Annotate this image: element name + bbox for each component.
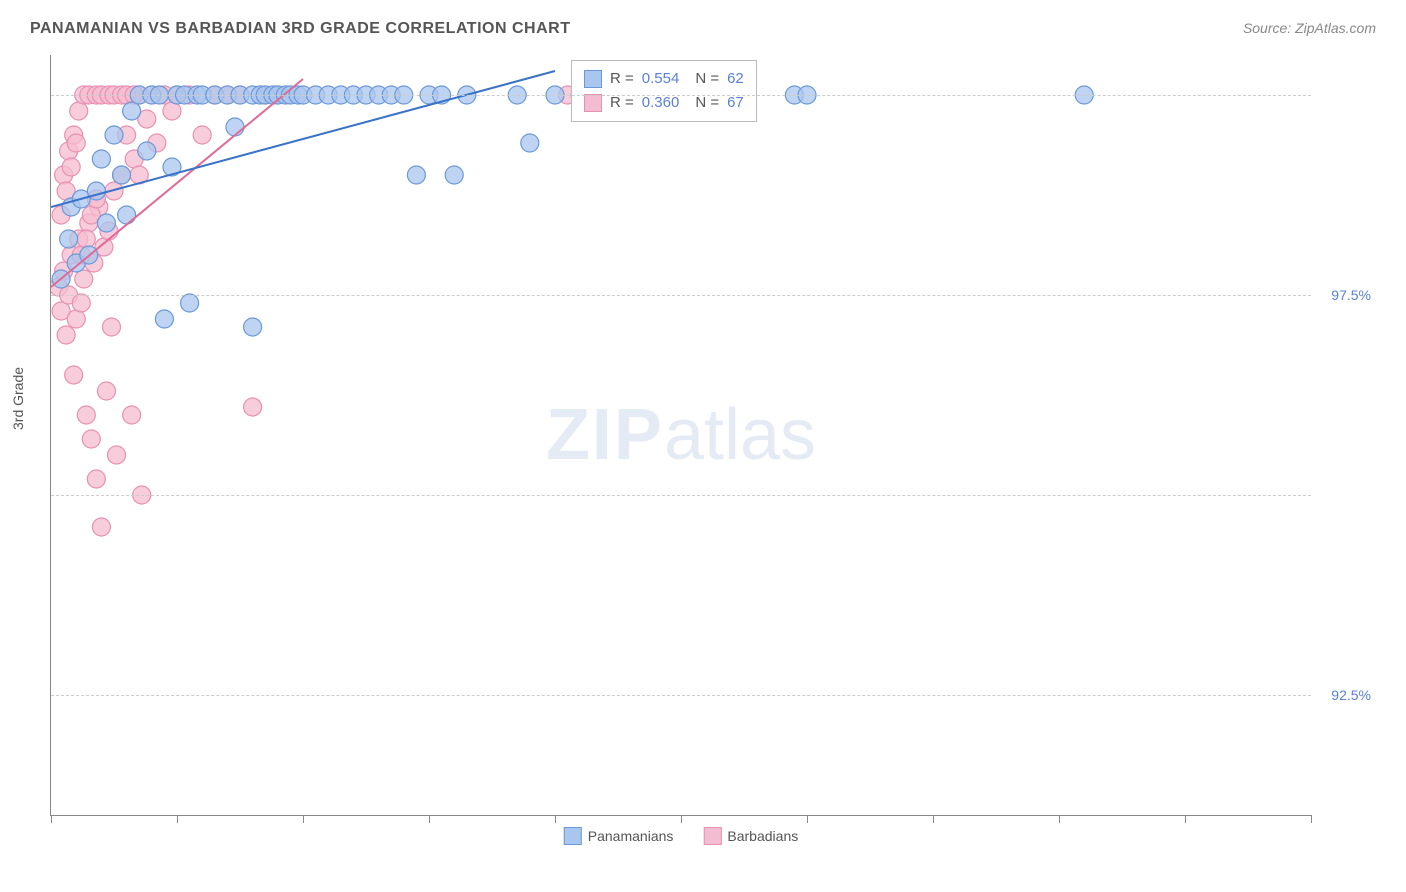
legend-swatch [703,827,721,845]
stats-r-label-0: R = [610,67,634,91]
watermark: ZIPatlas [546,394,816,476]
legend-label: Panamanians [588,828,674,844]
legend-swatch [564,827,582,845]
plot-area: ZIPatlas R = 0.554 N = 62 R = 0.360 N = … [50,55,1311,816]
stats-r-value-0: 0.554 [642,67,680,91]
svg-layer [51,55,1311,815]
stats-n-value-0: 62 [727,67,744,91]
legend-label: Barbadians [727,828,798,844]
watermark-zip: ZIP [546,395,664,475]
y-tick-label: 97.5% [1331,287,1371,303]
stats-row-0: R = 0.554 N = 62 [584,67,744,91]
legend-item: Barbadians [703,827,798,845]
watermark-atlas: atlas [664,395,816,475]
legend-bottom: Panamanians Barbadians [564,827,798,845]
stats-n-label-0: N = [695,67,719,91]
y-tick-label: 92.5% [1331,687,1371,703]
stats-swatch-0 [584,70,602,88]
chart-title: PANAMANIAN VS BARBADIAN 3RD GRADE CORREL… [30,20,570,38]
chart-source: Source: ZipAtlas.com [1243,20,1376,36]
legend-item: Panamanians [564,827,674,845]
stats-box: R = 0.554 N = 62 R = 0.360 N = 67 [571,60,757,122]
y-axis-label: 3rd Grade [10,367,26,430]
stats-swatch-1 [584,94,602,112]
